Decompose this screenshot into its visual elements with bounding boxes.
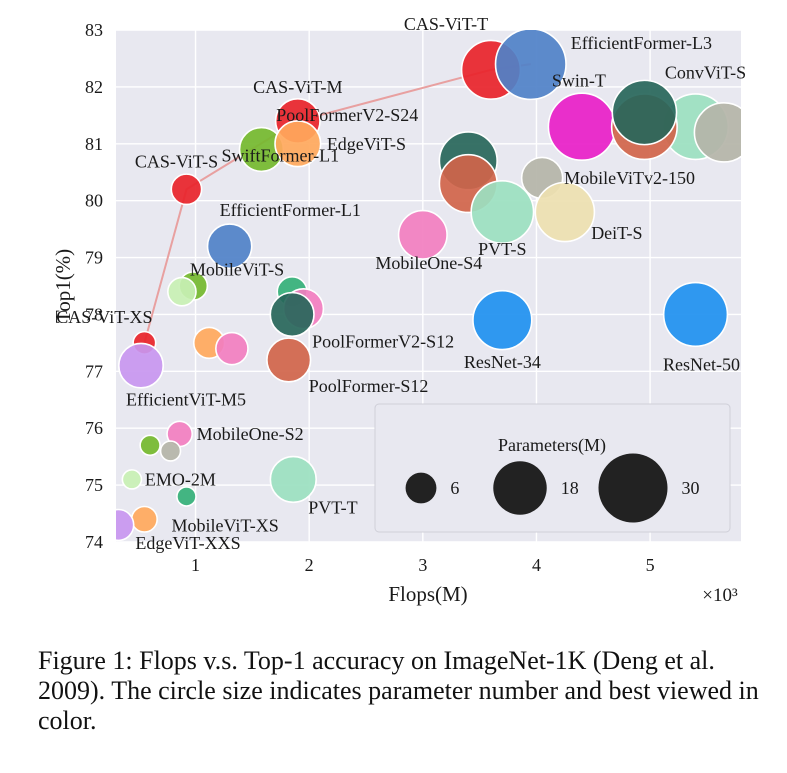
y-tick-label: 81 [85,134,103,154]
bubble-point [170,173,203,206]
bubble-point [167,276,197,307]
x-tick-label: 1 [191,555,200,575]
point-label: MobileOne-S2 [197,424,304,444]
bubble-point [472,289,533,351]
bubble-point [116,508,135,542]
bubble-point [470,180,535,245]
bubble-point [269,291,315,338]
bubble-point [611,79,678,146]
y-tick-label: 80 [85,191,103,211]
x-axis-ticks: 1 2 3 4 5 [191,555,655,575]
y-axis-label: Top1(%) [51,249,75,323]
y-tick-label: 82 [85,77,103,97]
x-tick-label: 2 [305,555,314,575]
bubble-point [176,486,197,507]
legend-swatch [493,461,547,515]
x-tick-label: 5 [646,555,655,575]
point-label: ResNet-50 [663,354,740,374]
point-label: EdgeViT-S [327,134,406,154]
point-label: SwiftFormer-L1 [221,145,339,165]
point-label: EfficientFormer-L1 [220,200,361,220]
legend-label: 18 [561,478,579,498]
bubble-point [159,440,182,462]
point-label: EfficientViT-M5 [126,390,246,410]
bubble-point [206,223,253,270]
bubble-point [269,455,317,504]
x-tick-label: 4 [532,555,541,575]
y-tick-label: 74 [85,532,103,552]
point-label: PVT-S [478,239,526,259]
point-label: ResNet-34 [464,352,541,372]
y-axis-ticks: 74 75 76 77 78 79 80 81 82 83 [85,20,103,552]
bubble-point [494,30,567,101]
point-label: CAS-ViT-T [404,14,488,34]
legend-swatch [598,453,668,523]
bubble-series [116,30,741,542]
legend-label: 6 [450,478,459,498]
legend-box [374,403,731,533]
bubble-point [547,92,617,162]
legend: Parameters(M) 6 18 30 [374,403,731,533]
point-label: EdgeViT-XXS [135,533,240,553]
bubble-point [266,337,312,383]
x-axis-multiplier: ×10³ [702,585,738,606]
point-label: Swin-T [552,71,606,91]
y-tick-label: 79 [85,248,103,268]
x-axis-label: Flops(M) [388,582,467,606]
y-tick-label: 76 [85,418,103,438]
y-tick-label: 75 [85,475,103,495]
bubble-point [118,342,164,389]
x-tick-label: 3 [418,555,427,575]
bubble-point [121,469,143,490]
y-tick-label: 77 [85,361,103,381]
point-label: CAS-ViT-S [135,151,218,171]
bubble-point [215,331,249,366]
bubble-point [397,209,448,260]
bubble-point [274,120,322,168]
y-tick-label: 83 [85,20,103,40]
bubble-point [130,505,158,533]
legend-label: 30 [682,478,700,498]
point-label: PoolFormerV2-S24 [276,105,418,125]
point-label: MobileOne-S4 [375,253,482,273]
legend-swatch [405,472,437,504]
point-label: PoolFormerV2-S12 [312,331,454,351]
point-label: EfficientFormer-L3 [571,33,712,53]
point-label: DeiT-S [591,223,642,243]
point-label: MobileViT-XS [171,515,278,535]
figure-caption: Figure 1: Flops v.s. Top-1 accuracy on I… [38,646,759,735]
bubble-point [693,102,741,163]
point-label: EMO-2M [145,469,216,489]
point-labels: CAS-ViT-XS CAS-ViT-S CAS-ViT-M CAS-ViT-T Eff… [56,14,746,553]
bubble-point [139,434,161,457]
point-label: MobileViTv2-150 [564,168,695,188]
point-label: MobileViT-S [190,260,284,280]
point-label: PVT-T [308,497,357,517]
point-label: PoolFormer-S12 [309,376,429,396]
bubble-point [534,181,596,243]
point-label: CAS-ViT-M [253,77,342,97]
y-tick-label: 78 [85,304,103,324]
bubble-point [662,281,729,348]
point-label: ConvViT-S [665,63,746,83]
legend-title: Parameters(M) [498,435,606,456]
point-label: CAS-ViT-XS [56,307,152,327]
